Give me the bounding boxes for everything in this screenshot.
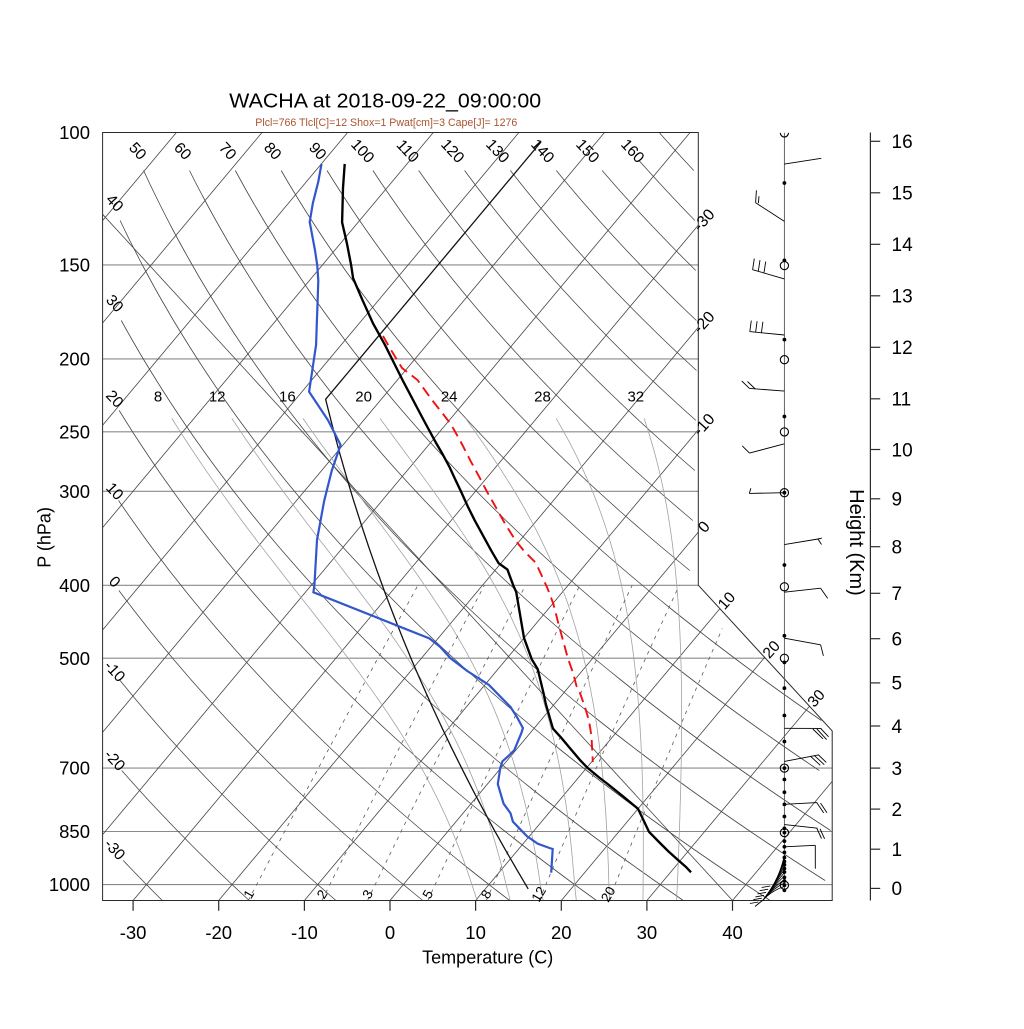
svg-text:-20: -20 [205, 922, 232, 943]
svg-text:200: 200 [59, 349, 90, 370]
svg-text:4: 4 [892, 717, 903, 738]
svg-text:WACHA at 2018-09-22_09:00:00: WACHA at 2018-09-22_09:00:00 [229, 90, 541, 113]
svg-text:7: 7 [892, 584, 903, 605]
svg-text:12: 12 [529, 884, 550, 905]
svg-text:14: 14 [892, 235, 914, 256]
svg-text:11: 11 [892, 390, 912, 411]
svg-text:700: 700 [59, 758, 90, 779]
svg-text:500: 500 [59, 648, 90, 669]
svg-text:2: 2 [892, 800, 903, 821]
svg-text:20: 20 [598, 884, 619, 905]
svg-text:250: 250 [59, 421, 90, 442]
svg-text:5: 5 [892, 674, 903, 695]
svg-text:40: 40 [722, 922, 743, 943]
svg-text:10: 10 [465, 922, 486, 943]
svg-text:20: 20 [551, 922, 572, 943]
svg-text:15: 15 [892, 184, 913, 205]
svg-text:32: 32 [627, 388, 644, 405]
svg-text:24: 24 [441, 388, 458, 405]
svg-text:Temperature (C): Temperature (C) [422, 948, 553, 968]
svg-text:150: 150 [59, 255, 90, 276]
svg-text:300: 300 [59, 481, 90, 502]
svg-text:0: 0 [892, 879, 903, 900]
svg-text:Plcl=766 Tlcl[C]=12 Shox=1 Pwa: Plcl=766 Tlcl[C]=12 Shox=1 Pwat[cm]=3 Ca… [255, 117, 517, 129]
svg-text:13: 13 [892, 287, 913, 308]
svg-text:0: 0 [385, 922, 395, 943]
svg-text:3: 3 [892, 759, 903, 780]
svg-text:16: 16 [892, 132, 913, 153]
svg-text:P (hPa): P (hPa) [35, 507, 55, 568]
svg-text:12: 12 [892, 338, 913, 359]
svg-text:10: 10 [892, 440, 913, 461]
svg-text:30: 30 [637, 922, 658, 943]
svg-text:-30: -30 [120, 922, 147, 943]
svg-text:6: 6 [892, 630, 903, 651]
svg-text:1: 1 [892, 840, 903, 861]
svg-text:8: 8 [892, 538, 903, 559]
svg-text:16: 16 [279, 388, 296, 405]
svg-text:9: 9 [892, 490, 903, 511]
svg-text:1000: 1000 [49, 874, 90, 895]
svg-text:Height (Km): Height (Km) [845, 489, 867, 596]
svg-text:850: 850 [59, 821, 90, 842]
svg-text:20: 20 [355, 388, 372, 405]
svg-text:-10: -10 [291, 922, 318, 943]
svg-text:28: 28 [534, 388, 551, 405]
svg-text:400: 400 [59, 575, 90, 596]
svg-text:100: 100 [59, 122, 90, 143]
svg-text:12: 12 [209, 388, 226, 405]
svg-text:8: 8 [154, 388, 162, 405]
